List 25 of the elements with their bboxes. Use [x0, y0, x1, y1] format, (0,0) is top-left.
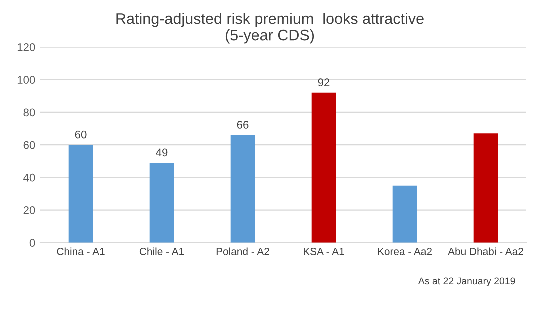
text: As at 22 January 2019	[418, 278, 516, 287]
x-tick-label: China - A1	[57, 248, 105, 256]
x-tick-label: KSA - A1	[304, 248, 344, 256]
y-tick-label: 60	[24, 141, 36, 150]
bar	[312, 92, 336, 243]
data-label: 66	[237, 121, 249, 129]
bar	[68, 145, 94, 243]
bar	[230, 135, 256, 243]
x-tick-label: Abu Dhabi - Aa2	[448, 248, 524, 256]
data-label: 49	[156, 148, 168, 157]
y-tick-label: 80	[24, 108, 36, 117]
bar	[474, 134, 498, 243]
y-tick-label: 20	[24, 206, 36, 214]
x-tick-label: Korea - Aa2	[378, 248, 432, 256]
y-tick-label: 40	[24, 174, 36, 182]
data-label: 92	[318, 78, 330, 87]
chart-title: Rating-adjusted risk premium looks attractive (5-year CDS)	[116, 13, 424, 44]
y-tick-label: 100	[18, 76, 36, 84]
x-tick-label: Poland - A2	[216, 248, 270, 256]
data-label: 60	[75, 130, 87, 139]
y-tick-label: 0	[30, 239, 36, 248]
bar	[392, 186, 418, 243]
bar	[150, 163, 174, 243]
x-tick-label: Chile - A1	[140, 248, 184, 256]
y-tick-label: 120	[18, 44, 36, 52]
